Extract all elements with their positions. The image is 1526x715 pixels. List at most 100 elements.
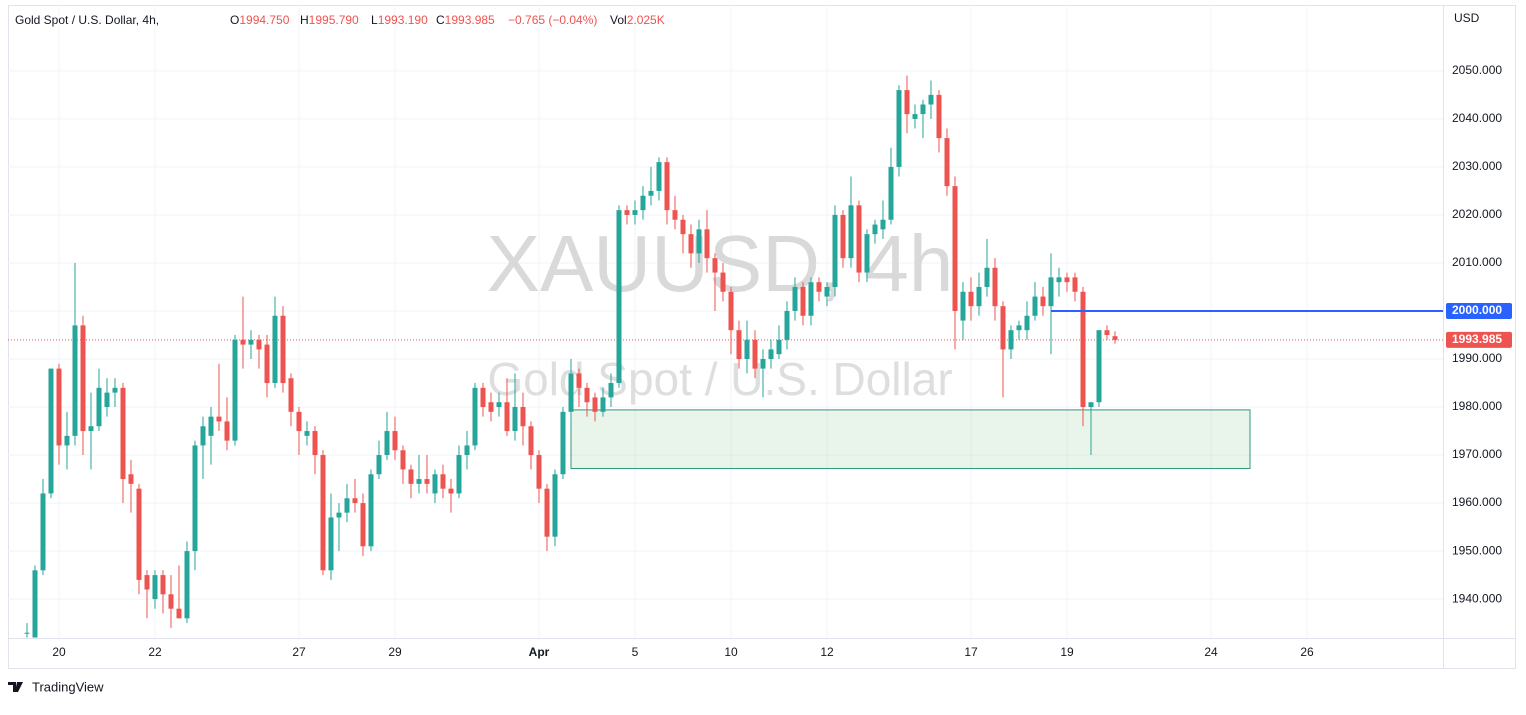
x-tick-label: 10 [724, 645, 738, 659]
candle-body [496, 402, 502, 408]
y-tick-label: 2040.000 [1452, 111, 1502, 125]
candle-body [424, 479, 430, 484]
candle-body [264, 344, 270, 384]
candle-body [184, 551, 190, 619]
watermark-description: Gold Spot / U.S. Dollar [487, 353, 952, 405]
candle-body [408, 469, 414, 484]
candle-body [168, 594, 174, 609]
ohlc-label: C [436, 13, 445, 27]
logo-text: TradingView [32, 679, 104, 694]
candle-body [536, 455, 542, 489]
y-tick-label: 2030.000 [1452, 159, 1502, 173]
ohlc-value: 1994.750 [239, 13, 289, 27]
candle-body [832, 214, 838, 287]
candle-body [32, 570, 38, 638]
candle-body [840, 214, 846, 259]
candle-body [144, 575, 150, 590]
ohlc-label: H [300, 13, 309, 27]
candle-body [864, 234, 870, 273]
candle-body [312, 431, 318, 456]
x-tick-label: 24 [1204, 645, 1218, 659]
volume: Vol2.025K [610, 13, 665, 27]
candle-body [752, 339, 758, 369]
candle-body [368, 474, 374, 547]
candle-body [232, 339, 238, 441]
candle-body [552, 474, 558, 537]
candle-body [856, 205, 862, 273]
candle-body [1032, 296, 1038, 316]
candle-body [376, 455, 382, 475]
candle-body [792, 286, 798, 311]
y-tick-label: 2010.000 [1452, 255, 1502, 269]
candle-body [600, 397, 606, 412]
candle-body [1016, 325, 1022, 331]
foreground-layer [24, 75, 1118, 638]
candle-body [1040, 296, 1046, 307]
candle-body [544, 488, 550, 537]
candle-body [56, 368, 62, 446]
ohlc-value: 1995.790 [309, 13, 359, 27]
candle-body [712, 258, 718, 273]
candle-body [1008, 330, 1014, 350]
horizontal-line-label: 2000.000 [1452, 303, 1502, 317]
x-tick-label: 12 [820, 645, 834, 659]
ohlc-value: 1993.985 [445, 13, 495, 27]
candle-body [648, 190, 654, 196]
volume-label: Vol [610, 13, 627, 27]
candle-body [344, 498, 350, 513]
candle-body [104, 392, 110, 408]
x-tick-label: 22 [148, 645, 162, 659]
candle-body [480, 387, 486, 408]
horizontal-line-label-box [1446, 302, 1512, 319]
candle-body [384, 431, 390, 456]
price-label-box [1446, 331, 1512, 348]
candle-body [1024, 315, 1030, 331]
candle-body [952, 186, 958, 311]
candle-body [240, 339, 246, 345]
candle-body [1096, 330, 1102, 403]
candle-body [1112, 336, 1118, 340]
candle-body [640, 195, 646, 211]
y-tick-label: 2020.000 [1452, 207, 1502, 221]
candle-body [888, 166, 894, 220]
ohlc-item: C1993.985 [436, 13, 495, 27]
candle-body [568, 373, 574, 412]
x-tick-label: 20 [52, 645, 66, 659]
ohlc-item: H1995.790 [300, 13, 359, 27]
candle-body [1000, 306, 1006, 350]
candle-body [608, 383, 614, 398]
candle-body [680, 219, 686, 235]
candle-body [968, 291, 974, 307]
candle-body [328, 517, 334, 571]
x-tick-label: 17 [964, 645, 978, 659]
candle-body [160, 575, 166, 595]
candle-body [784, 310, 790, 340]
volume-value: 2.025K [627, 13, 665, 27]
x-tick-label: 29 [388, 645, 402, 659]
candle-body [520, 407, 526, 427]
candle-body [176, 608, 182, 619]
candle-body [304, 431, 310, 436]
candle-body [760, 359, 766, 369]
candle-body [624, 210, 630, 215]
candle-body [64, 435, 70, 446]
candle-body [736, 330, 742, 360]
candle-body [824, 286, 830, 297]
candle-body [80, 325, 86, 432]
candle-body [440, 474, 446, 489]
candle-body [560, 411, 566, 475]
candle-body [128, 474, 134, 484]
price-label: 1993.985 [1452, 332, 1502, 346]
candle-body [248, 339, 254, 345]
candle-body [880, 219, 886, 230]
candle-body [1104, 330, 1110, 335]
candle-body [120, 387, 126, 480]
candle-body [992, 267, 998, 307]
candle-body [512, 407, 518, 432]
candle-body [72, 325, 78, 436]
candle-body [688, 234, 694, 254]
candle-body [960, 291, 966, 321]
candle-body [768, 349, 774, 360]
candle-body [904, 90, 910, 115]
